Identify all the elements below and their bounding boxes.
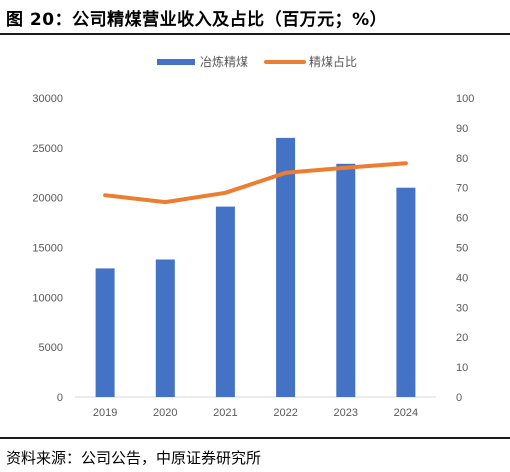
figure-title: 图 20：公司精煤营业收入及占比（百万元；%） [6,10,388,30]
legend-swatch-bar [157,59,195,65]
source-note: 资料来源：公司公告，中原证券研究所 [6,449,262,467]
y-right-tick-40: 40 [456,272,468,284]
legend-label-line: 精煤占比 [309,54,357,69]
x-tick-2021: 2021 [213,407,237,419]
line-share-of-washed-coal [103,161,408,205]
bar-2022 [276,137,296,397]
x-tick-2022: 2022 [273,407,297,419]
tick-labels: 0 5000 10000 15000 20000 25000 30000 0 10 20 30 40 5… [32,93,474,419]
y-left-tick-0: 0 [57,392,63,404]
y-right-tick-70: 70 [456,183,468,195]
x-tick-2023: 2023 [334,407,358,419]
bar-2020 [155,259,175,397]
legend: 冶炼精煤 精煤占比 [157,54,357,69]
bar-2019 [95,268,115,397]
y-right-tick-10: 10 [456,362,468,374]
x-tick-2020: 2020 [153,407,177,419]
line-series [103,161,408,205]
bottom-divider [0,437,510,439]
y-left-tick-25000: 25000 [32,143,63,155]
y-right-tick-0: 0 [456,392,462,404]
x-tick-2024: 2024 [394,407,418,419]
chart: 冶炼精煤 精煤占比 0 5000 10000 15000 20000 25000 30000… [32,54,474,419]
y-right-tick-60: 60 [456,213,468,225]
bar-2023 [336,163,356,397]
x-tick-2019: 2019 [93,407,117,419]
y-right-tick-30: 30 [456,302,468,314]
y-right-tick-80: 80 [456,153,468,165]
y-right-tick-90: 90 [456,123,468,135]
y-left-tick-5000: 5000 [39,342,63,354]
bar-2021 [215,206,235,397]
bar-series [95,137,416,397]
y-right-tick-20: 20 [456,332,468,344]
y-right-tick-50: 50 [456,243,468,255]
y-left-tick-30000: 30000 [32,93,63,105]
legend-label-bar: 冶炼精煤 [200,54,248,69]
y-left-tick-10000: 10000 [32,292,63,304]
bar-2024 [396,187,416,397]
y-left-tick-15000: 15000 [32,243,63,255]
y-right-tick-100: 100 [456,93,474,105]
top-divider [0,33,510,35]
y-left-tick-20000: 20000 [32,193,63,205]
